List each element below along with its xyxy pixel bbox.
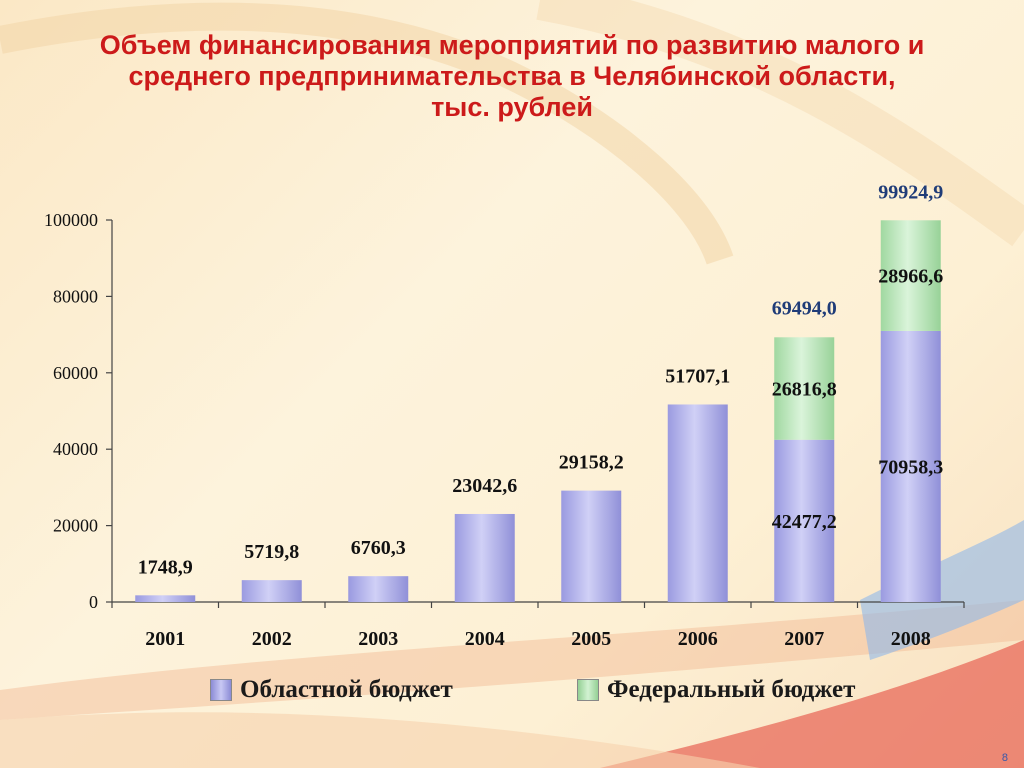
legend-item-federal: Федеральный бюджет	[577, 676, 855, 704]
bar-regional	[774, 439, 835, 602]
y-tick-label: 20000	[53, 516, 98, 536]
title-line: Объем финансирования мероприятий по разв…	[99, 30, 925, 60]
data-label-regional: 23042,6	[452, 475, 517, 497]
data-label-regional: 6760,3	[351, 537, 406, 559]
x-tick-label: 2006	[678, 628, 718, 650]
y-tick-label: 100000	[44, 210, 98, 230]
x-tick-label: 2002	[252, 628, 292, 650]
legend-swatch-regional	[210, 679, 232, 701]
bar-federal	[774, 337, 835, 440]
data-label-regional: 51707,1	[665, 365, 730, 387]
data-label-regional: 1748,9	[138, 556, 193, 578]
x-tick-label: 2004	[465, 628, 505, 650]
bar-regional	[454, 513, 515, 602]
data-label-regional: 29158,2	[559, 452, 624, 474]
x-tick-label: 2008	[891, 628, 931, 650]
y-tick-label: 40000	[53, 439, 98, 459]
bar-regional	[241, 580, 302, 602]
legend-label-regional: Областной бюджет	[240, 676, 453, 703]
bar-regional	[667, 404, 728, 602]
legend-swatch-federal	[577, 679, 599, 701]
title-line: тыс. рублей	[431, 92, 593, 122]
data-label-federal: 28966,6	[878, 266, 943, 288]
data-label-federal: 26816,8	[772, 379, 837, 401]
chart-title: Объем финансирования мероприятий по разв…	[40, 30, 984, 123]
bar-federal	[880, 220, 941, 331]
legend-label-federal: Федеральный бюджет	[607, 676, 856, 703]
data-label-total: 69494,0	[772, 298, 837, 320]
x-tick-label: 2001	[145, 628, 185, 650]
y-tick-label: 60000	[53, 363, 98, 383]
bar-regional	[135, 595, 196, 602]
bar-regional	[348, 576, 409, 602]
x-tick-label: 2007	[784, 628, 824, 650]
x-tick-label: 2005	[571, 628, 611, 650]
legend-item-regional: Областной бюджет	[210, 676, 453, 704]
page-number: 8	[1001, 752, 1008, 764]
data-label-regional: 42477,2	[772, 511, 837, 533]
title-line: среднего предпринимательства в Челябинск…	[128, 61, 896, 91]
y-tick-label: 80000	[53, 286, 98, 306]
data-label-regional: 70958,3	[878, 456, 943, 478]
bar-regional	[561, 490, 622, 602]
data-label-regional: 5719,8	[244, 541, 299, 563]
legend: Областной бюджет Федеральный бюджет	[0, 676, 1024, 710]
x-tick-label: 2003	[358, 628, 398, 650]
data-label-total: 99924,9	[878, 181, 943, 203]
bar-regional	[880, 330, 941, 602]
y-tick-label: 0	[89, 592, 98, 612]
stacked-bar-chart: 0 20000 40000 60000 80000 100000 2001 1748,9 200…	[44, 181, 965, 650]
